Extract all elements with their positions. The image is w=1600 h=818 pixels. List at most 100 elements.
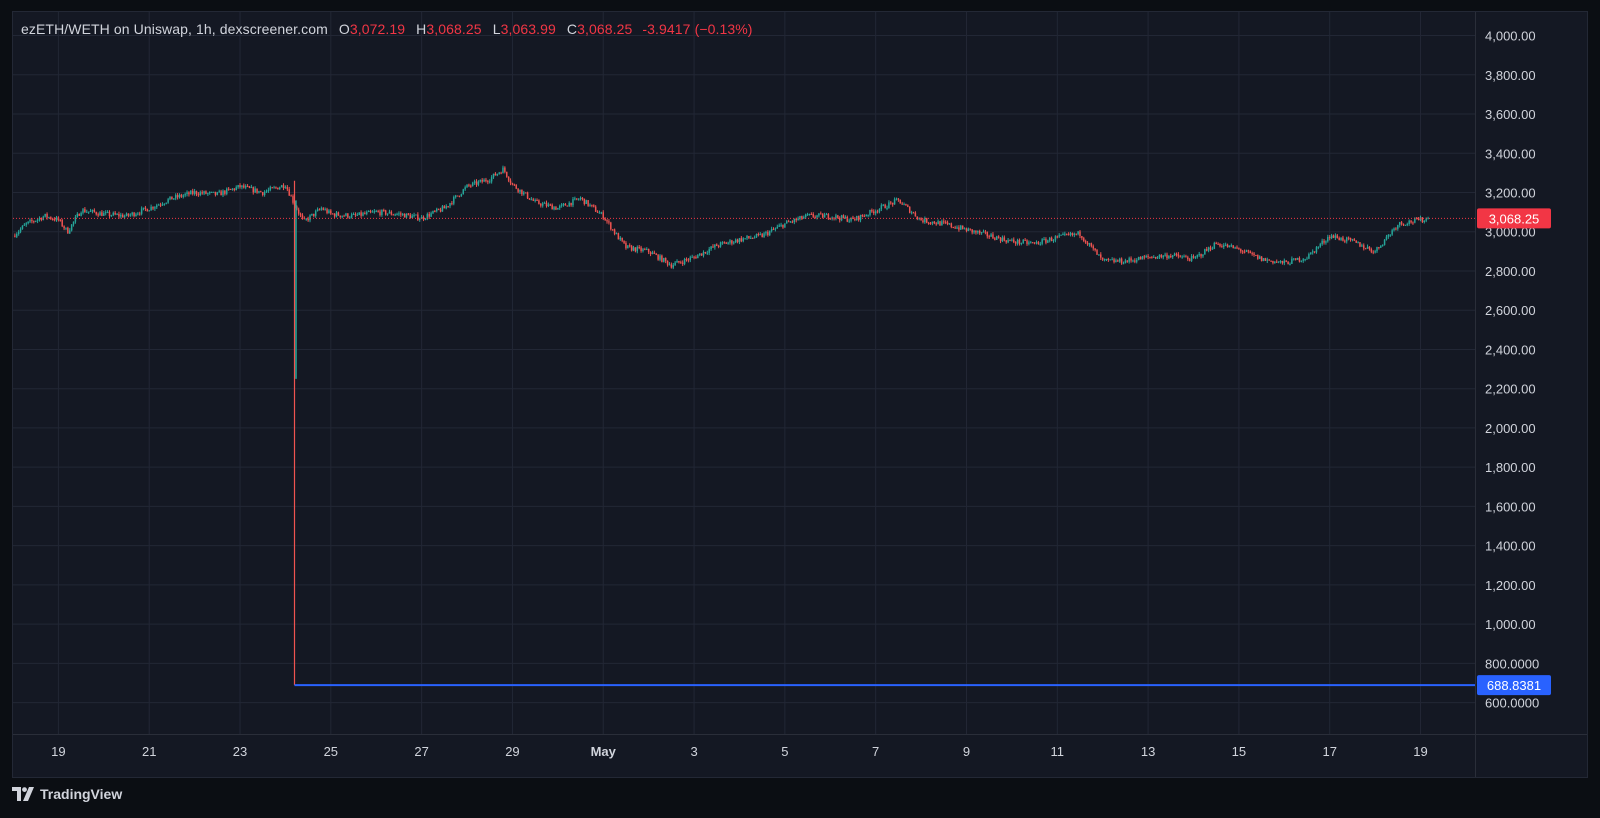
candle-body [441, 206, 444, 212]
candle-body [261, 192, 264, 196]
candle-body [797, 218, 799, 221]
candle-body [67, 227, 69, 234]
candle-body [1359, 242, 1361, 247]
candle-body [670, 264, 673, 268]
candle-body [1308, 254, 1310, 259]
candle-body [820, 213, 822, 215]
candle-body [589, 204, 591, 206]
candle-body [1020, 243, 1023, 245]
candle-body [986, 232, 989, 237]
candle-body [1415, 218, 1418, 220]
candle-body [1205, 249, 1208, 251]
candle-body [926, 218, 928, 223]
candle-body [1345, 237, 1348, 242]
candle-body [1311, 251, 1314, 253]
candle-body [1361, 245, 1363, 247]
candle-body [543, 202, 546, 204]
candle-body [753, 237, 756, 239]
candle-body [458, 195, 461, 197]
candle-body [725, 242, 727, 244]
candle-body [1323, 240, 1325, 243]
candle-body [738, 238, 741, 243]
candle-body [806, 214, 809, 216]
candle-body [500, 172, 502, 174]
tradingview-attribution[interactable]: TradingView [12, 786, 122, 802]
candle-body [1024, 239, 1026, 241]
candle-body [275, 187, 277, 189]
candle-body [837, 215, 839, 218]
candle-body [941, 221, 943, 226]
candle-body [34, 220, 37, 222]
candle-body [1086, 242, 1089, 245]
candle-body [209, 192, 211, 194]
candle-body [142, 207, 145, 209]
candle-body [1151, 257, 1153, 259]
candle-body [375, 211, 377, 213]
candle-body [765, 232, 767, 234]
candle-body [1364, 248, 1367, 250]
candle-body [874, 211, 877, 214]
candle-body [1319, 244, 1321, 247]
candle-body [1302, 259, 1304, 261]
candle-body [121, 214, 124, 218]
candle-body [861, 214, 864, 217]
candle-body [167, 199, 169, 203]
candle-body [617, 233, 620, 240]
candle-body [468, 184, 470, 186]
low-value: 3,063.99 [500, 21, 556, 37]
candle-body [1168, 255, 1170, 259]
candle-body [103, 213, 105, 216]
candle-body [1306, 258, 1308, 260]
candle-body [104, 212, 107, 214]
candle-body [379, 211, 381, 216]
candle-body [129, 214, 132, 216]
candle-body [345, 213, 347, 216]
candle-body [1048, 237, 1051, 241]
candle-body [74, 217, 77, 222]
candle-body [1215, 242, 1217, 244]
candle-body [1340, 237, 1342, 241]
candle-body [651, 252, 654, 255]
candle-body [517, 188, 519, 192]
candle-body [596, 211, 599, 213]
candle-body [1111, 259, 1113, 261]
candle-body [453, 197, 455, 204]
candle-body [602, 212, 604, 219]
candle-body [869, 209, 871, 216]
candle-body [1141, 256, 1144, 260]
chart-area[interactable]: 4,000.00 3,800.00 3,600.00 3,400.00 3,200.00… [12, 11, 1588, 778]
candle-body [1109, 259, 1112, 261]
candle-body [366, 212, 368, 214]
candle-body [258, 191, 260, 193]
candle-body [318, 209, 321, 211]
candle-body [1213, 242, 1216, 249]
candle-body [895, 198, 898, 200]
candle-body [120, 214, 122, 217]
candle-body [390, 211, 393, 215]
candle-body [555, 207, 557, 210]
candle-body [462, 189, 464, 195]
candle-body [1270, 260, 1272, 262]
candle-body [1058, 235, 1060, 237]
candle-body [642, 249, 644, 251]
candle-body [197, 194, 200, 196]
candle-body [1230, 245, 1233, 247]
candle-body [59, 219, 62, 221]
candle-body [700, 253, 703, 256]
candle-body [721, 242, 724, 244]
candle-body [572, 199, 574, 206]
candle-body [515, 185, 517, 189]
candle-body [1232, 245, 1234, 249]
candle-body [250, 187, 253, 189]
low-label: L [492, 21, 501, 37]
candlestick-chart[interactable]: 4,000.00 3,800.00 3,600.00 3,400.00 3,200.00… [13, 12, 1588, 778]
candle-body [757, 233, 760, 235]
candle-body [799, 216, 801, 219]
candle-body [733, 242, 735, 244]
candle-body [311, 213, 313, 216]
candle-body [795, 218, 797, 221]
candle-body [1134, 260, 1136, 262]
candle-body [369, 210, 372, 212]
candle-body [1406, 223, 1409, 225]
price-axis-tick-label: 2,200.00 [1485, 382, 1536, 397]
